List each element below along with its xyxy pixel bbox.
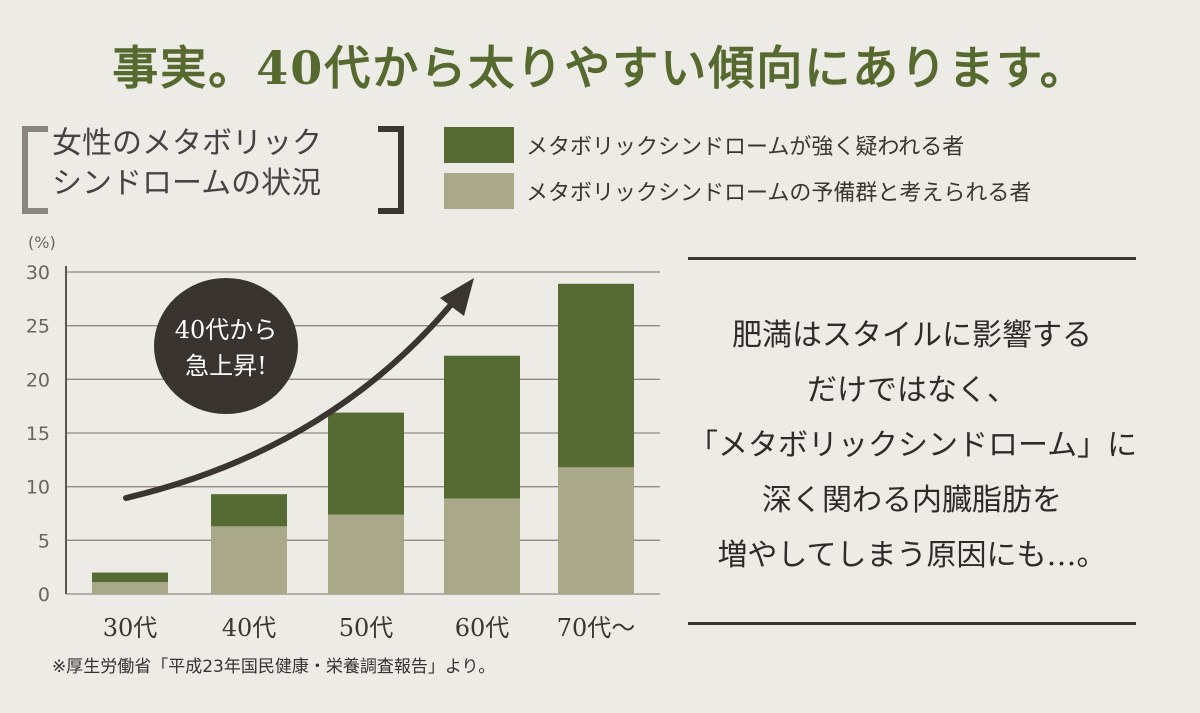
y-tick-label: 20 <box>26 369 50 391</box>
legend-item-reserve: メタボリックシンドロームの予備群と考えられる者 <box>444 172 1031 210</box>
title-bracket-right <box>378 126 404 214</box>
y-tick-label: 10 <box>26 477 50 499</box>
bar-segment-reserve <box>328 514 404 594</box>
legend-item-strong: メタボリックシンドロームが強く疑われる者 <box>444 126 964 164</box>
message-line: 肥満はスタイルに影響する <box>732 318 1092 353</box>
chart-title-line-1: 女性のメタボリック <box>52 126 322 161</box>
y-tick-label: 0 <box>38 584 50 606</box>
x-tick-label: 50代 <box>339 614 394 642</box>
legend-swatch-strong <box>444 127 514 163</box>
message-line: 「メタボリックシンドローム」に <box>688 428 1138 463</box>
trend-arrow <box>123 297 458 501</box>
message-line: 増やしてしまう原因にも…。 <box>717 538 1107 573</box>
bar-segment-strong <box>211 494 287 527</box>
message-line: 深く関わる内臓脂肪を <box>762 483 1062 518</box>
legend-swatch-reserve <box>444 173 514 209</box>
y-tick-label: 30 <box>26 262 50 284</box>
bar-segment-reserve <box>211 526 287 594</box>
bar-segment-strong <box>558 283 634 468</box>
legend-label-reserve: メタボリックシンドロームの予備群と考えられる者 <box>526 181 1032 206</box>
source-footnote: ※厚生労働省「平成23年国民健康・栄養調査報告」より。 <box>52 657 496 677</box>
x-tick-label: 30代 <box>103 614 158 642</box>
bar-segment-reserve <box>558 467 634 594</box>
y-tick-label: 5 <box>38 530 50 552</box>
chart-title: 女性のメタボリック シンドロームの状況 <box>52 124 382 204</box>
annotation-text: 急上昇! <box>185 352 267 380</box>
bar-segment-strong <box>328 412 404 515</box>
annotation-circle <box>154 278 298 414</box>
y-axis-unit: (%) <box>28 233 56 252</box>
x-tick-label: 40代 <box>222 614 277 642</box>
y-tick-label: 15 <box>26 423 50 445</box>
headline: 事実。40代から太りやすい傾向にあります。 <box>112 41 1088 95</box>
y-tick-label: 25 <box>26 316 50 338</box>
title-bracket-left <box>22 126 48 214</box>
x-tick-label: 70代〜 <box>557 614 636 642</box>
bar-segment-reserve <box>444 498 520 594</box>
message-rule-bottom <box>688 622 1136 625</box>
message-rule-top <box>688 257 1136 260</box>
message-line: だけではなく、 <box>807 373 1017 408</box>
annotation-text: 40代から <box>175 316 278 344</box>
message-block: 肥満はスタイルに影響する だけではなく、 「メタボリックシンドローム」に 深く関… <box>688 308 1138 583</box>
bar-segment-reserve <box>92 582 168 594</box>
trend-arrowhead <box>440 278 474 316</box>
chart-title-line-2: シンドロームの状況 <box>52 166 322 201</box>
legend-label-strong: メタボリックシンドロームが強く疑われる者 <box>526 135 965 160</box>
bar-segment-strong <box>92 572 168 583</box>
x-tick-label: 60代 <box>455 614 510 642</box>
bar-segment-strong <box>444 355 520 499</box>
